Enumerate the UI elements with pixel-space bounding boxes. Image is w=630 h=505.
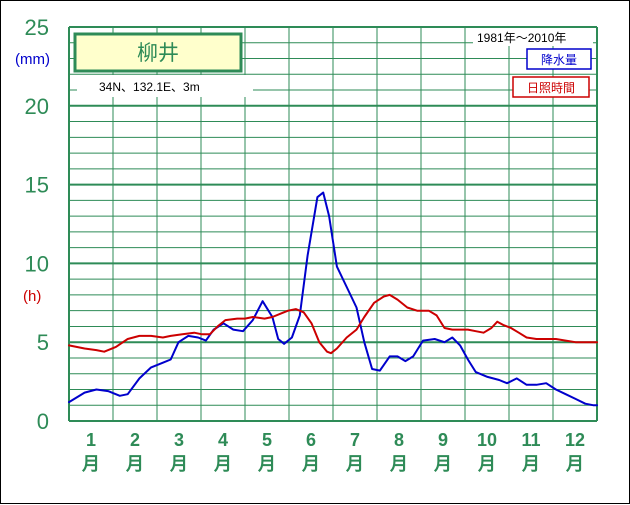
- x-tick-label: 11 月: [521, 430, 541, 474]
- legend-precip: 降水量: [526, 48, 592, 70]
- sunshine-series-line: [68, 293, 598, 355]
- x-tick-label: 10 月: [477, 430, 497, 474]
- y-tick-label: 0: [37, 409, 49, 434]
- period-label: 1981年〜2010年: [477, 31, 566, 45]
- series-lines: [68, 191, 598, 407]
- legend-precip-label: 降水量: [541, 53, 577, 67]
- legend-sunshine: 日照時間: [512, 76, 590, 98]
- legend-sunshine-box: [512, 76, 590, 98]
- precip-series-line: [68, 191, 598, 407]
- grid: [68, 26, 598, 422]
- y-tick-label: 25: [25, 15, 49, 40]
- station-coords: 34N、132.1E、3m: [99, 80, 200, 94]
- period-bg: [473, 28, 593, 46]
- coords-bg: [77, 75, 253, 97]
- y-tick-label: 5: [37, 330, 49, 355]
- y-axis-ticks: 0 5 10 15 20 25: [25, 15, 49, 434]
- y-tick-label: 20: [25, 94, 49, 119]
- x-tick-label: 12 月: [565, 430, 585, 474]
- y-tick-label: 15: [25, 173, 49, 198]
- station-name: 柳井: [137, 41, 179, 65]
- legend-sunshine-label: 日照時間: [527, 81, 575, 95]
- title-box: 柳井: [73, 32, 243, 73]
- sunshine-unit-label: (h): [23, 288, 41, 305]
- precip-unit-label: (mm): [15, 51, 50, 68]
- legend-precip-box: [526, 48, 592, 70]
- y-tick-label: 10: [25, 251, 49, 276]
- title-box-border: [73, 32, 243, 73]
- x-axis-ticks: 1 月 2 月 3 月 4 月 5 月 6 月 7 月 8 月 9 月 10 月 11 月 12 月: [81, 430, 585, 474]
